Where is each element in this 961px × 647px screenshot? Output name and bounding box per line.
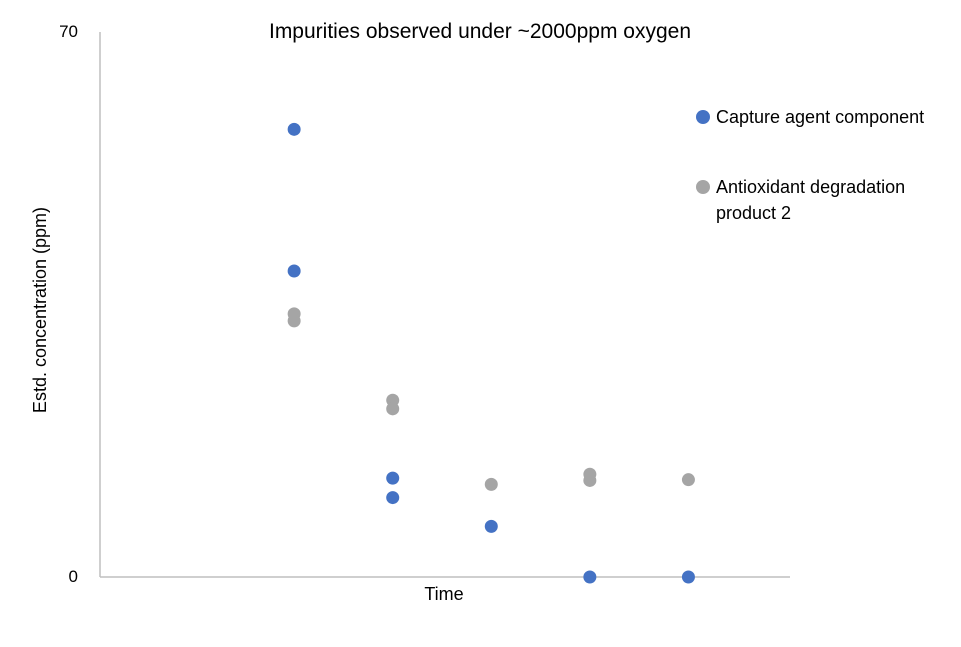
data-points bbox=[287, 122, 695, 584]
legend-marker-gray-circle bbox=[696, 180, 710, 194]
y-axis-label: Estd. concentration (ppm) bbox=[30, 206, 50, 414]
data-point-series2-7 bbox=[583, 473, 597, 487]
data-point-series2-8 bbox=[681, 473, 695, 487]
y-tick-label-max: 70 bbox=[59, 22, 78, 41]
legend-item-antioxidant: Antioxidant degradation product 2 bbox=[696, 174, 958, 226]
legend-marker-blue-circle bbox=[696, 110, 710, 124]
data-point-series1-4 bbox=[386, 491, 400, 505]
data-point-series1-7 bbox=[681, 570, 695, 584]
y-tick-label-min: 0 bbox=[68, 567, 78, 586]
legend-label: Capture agent component bbox=[716, 107, 925, 127]
legend: Capture agent component Antioxidant degr… bbox=[696, 104, 958, 270]
chart-title: Impurities observed under ~2000ppm oxyge… bbox=[268, 20, 691, 43]
legend-item-capture-agent: Capture agent component bbox=[696, 104, 958, 130]
data-point-series2-5 bbox=[484, 477, 498, 491]
data-point-series1-2 bbox=[287, 264, 301, 278]
data-point-series1-3 bbox=[386, 471, 400, 485]
data-point-series1-5 bbox=[484, 519, 498, 533]
legend-label: Antioxidant degradation product 2 bbox=[716, 177, 906, 223]
data-point-series1-1 bbox=[287, 122, 301, 136]
data-point-series2-4 bbox=[386, 402, 400, 416]
data-point-series1-6 bbox=[583, 570, 597, 584]
data-point-series2-2 bbox=[287, 314, 301, 328]
x-axis-label: Time bbox=[424, 584, 464, 604]
